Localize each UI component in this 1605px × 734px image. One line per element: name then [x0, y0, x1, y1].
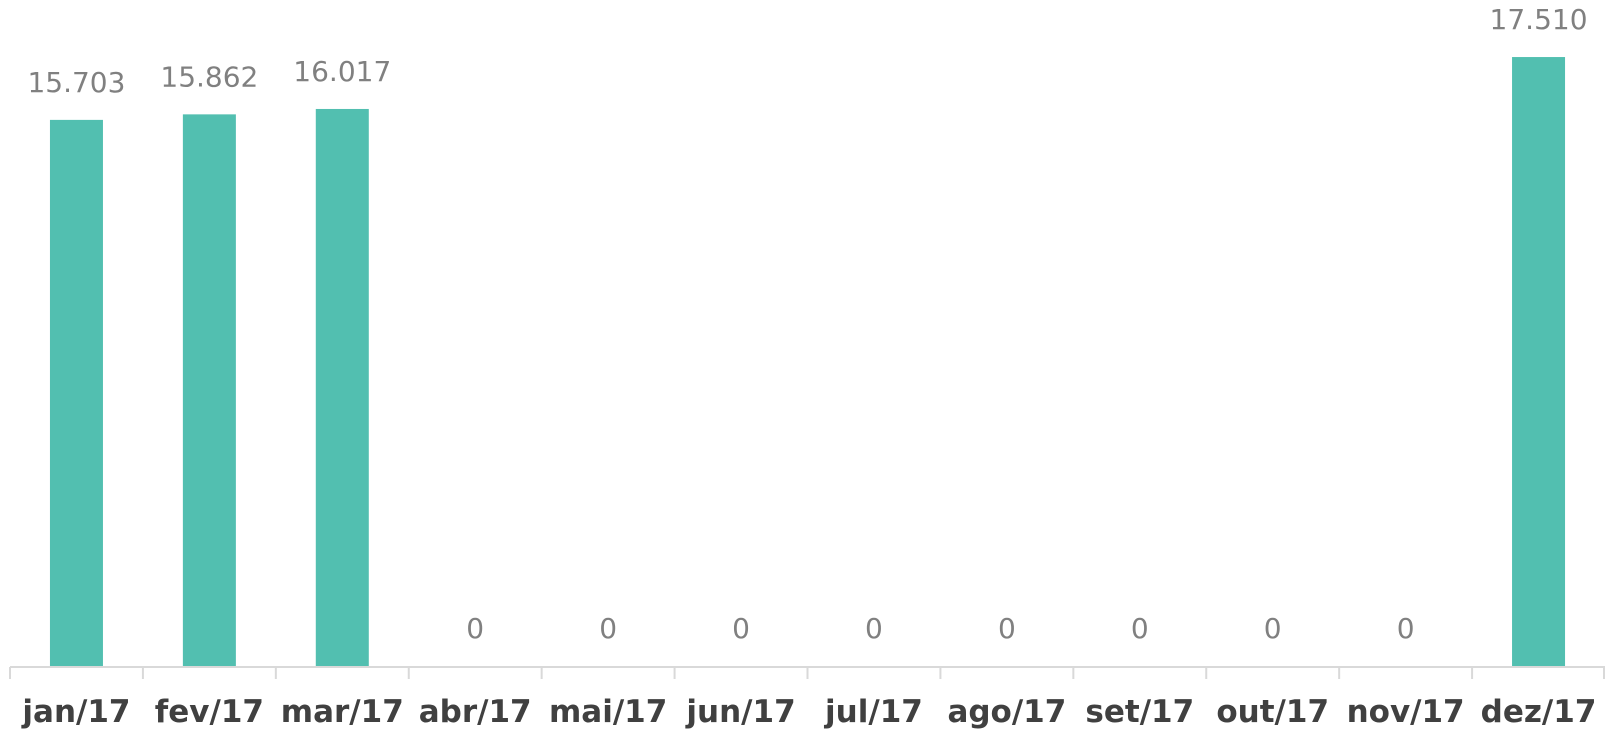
data-label-ago-17: 0	[998, 612, 1016, 645]
x-tick-label-mai-17: mai/17	[549, 694, 667, 730]
x-tick-label-dez-17: dez/17	[1481, 694, 1597, 730]
bar-mar-17	[315, 108, 369, 666]
x-tick-labels: jan/17 fev/17 mar/17 abr/17 mai/17 jun/17 jul/…	[20, 694, 1596, 730]
x-tick-label-jan-17: jan/17	[20, 694, 130, 730]
data-label-fev-17: 15.862	[160, 60, 258, 93]
data-label-out-17: 0	[1264, 612, 1282, 645]
bar-fev-17	[182, 114, 236, 667]
data-label-mai-17: 0	[599, 612, 617, 645]
x-tick-label-ago-17: ago/17	[947, 694, 1066, 730]
data-label-jul-17: 0	[865, 612, 883, 645]
bars-layer	[49, 57, 1566, 667]
x-tick-label-out-17: out/17	[1216, 694, 1329, 730]
data-label-nov-17: 0	[1397, 612, 1415, 645]
data-label-jun-17: 0	[732, 612, 750, 645]
x-tick-label-nov-17: nov/17	[1347, 694, 1465, 730]
bar-dez-17	[1512, 57, 1566, 666]
data-label-dez-17: 17.510	[1490, 3, 1588, 36]
x-tick-label-mar-17: mar/17	[281, 694, 404, 730]
data-label-mar-17: 16.017	[293, 55, 391, 88]
data-label-abr-17: 0	[466, 612, 484, 645]
x-tick-label-jul-17: jul/17	[823, 694, 923, 730]
x-tick-label-abr-17: abr/17	[419, 694, 532, 730]
data-label-set-17: 0	[1131, 612, 1149, 645]
data-label-jan-17: 15.703	[27, 66, 125, 99]
bar-jan-17	[49, 119, 103, 667]
x-tick-label-fev-17: fev/17	[155, 694, 264, 730]
data-labels-layer: 15.703 15.862 16.017 0 0 0 0 0 0 0 0 17.510	[27, 3, 1587, 645]
x-tick-label-jun-17: jun/17	[684, 694, 795, 730]
x-tick-label-set-17: set/17	[1085, 694, 1194, 730]
x-axis	[9, 666, 1605, 679]
